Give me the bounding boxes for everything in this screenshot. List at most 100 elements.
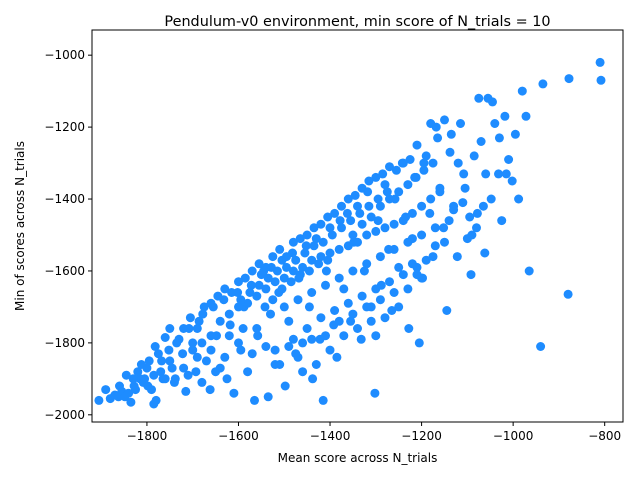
data-point xyxy=(405,155,415,164)
data-point xyxy=(298,338,308,348)
data-point xyxy=(314,259,324,269)
y-tick-label: −1800 xyxy=(44,336,85,350)
data-point xyxy=(538,79,548,89)
data-point xyxy=(371,284,381,294)
data-point xyxy=(266,309,275,319)
data-point xyxy=(286,277,296,287)
data-point xyxy=(238,324,248,333)
data-point xyxy=(288,237,298,247)
data-point xyxy=(375,295,385,305)
data-point xyxy=(323,212,333,222)
data-point xyxy=(417,273,427,283)
data-point xyxy=(253,331,263,341)
data-point xyxy=(234,302,243,312)
data-point xyxy=(456,119,465,128)
data-point xyxy=(284,342,294,351)
data-point xyxy=(131,385,140,395)
data-point xyxy=(536,342,546,351)
data-point xyxy=(435,187,445,197)
data-point xyxy=(476,137,486,146)
data-point xyxy=(151,395,161,405)
x-axis-ticks: −1800 −1600 −1400 −1200 −1000 −800 xyxy=(127,422,621,443)
data-point xyxy=(521,111,531,121)
data-point xyxy=(279,273,289,283)
data-point xyxy=(449,205,459,215)
data-point xyxy=(321,266,331,276)
data-point xyxy=(356,334,366,344)
data-point xyxy=(359,266,369,276)
data-point xyxy=(188,338,198,348)
chart-title: Pendulum-v0 environment, min score of N_… xyxy=(164,14,550,30)
data-point xyxy=(371,226,381,236)
data-point xyxy=(215,316,225,326)
data-point xyxy=(504,155,514,164)
data-point xyxy=(225,320,235,330)
data-point xyxy=(268,252,278,262)
data-point xyxy=(316,313,326,323)
y-tick-label: −1200 xyxy=(44,120,85,134)
data-point xyxy=(128,374,138,384)
data-point xyxy=(348,230,358,240)
data-point xyxy=(247,349,257,359)
y-axis-ticks: −2000 −1800 −1600 −1400 −1200 −1000 xyxy=(44,48,92,422)
data-point xyxy=(465,212,475,222)
data-point xyxy=(323,255,333,265)
data-point xyxy=(332,352,342,362)
data-point xyxy=(321,331,330,341)
data-point xyxy=(334,273,344,283)
data-point xyxy=(407,259,417,269)
data-point xyxy=(564,74,574,84)
data-point xyxy=(478,201,488,211)
data-point xyxy=(353,201,362,211)
data-point xyxy=(488,97,497,107)
data-point xyxy=(181,386,191,396)
data-point xyxy=(474,93,484,103)
data-point xyxy=(307,255,317,265)
data-point xyxy=(348,309,358,319)
data-point xyxy=(179,363,189,373)
data-point xyxy=(335,216,345,226)
data-points xyxy=(94,57,606,409)
data-point xyxy=(229,388,239,398)
data-point xyxy=(302,324,312,333)
data-point xyxy=(156,367,166,377)
data-point xyxy=(417,201,427,211)
data-point xyxy=(284,316,294,326)
data-point xyxy=(318,237,328,247)
data-point xyxy=(183,370,193,380)
data-point xyxy=(524,266,534,276)
data-point xyxy=(252,324,262,333)
data-point xyxy=(302,230,312,240)
data-point xyxy=(500,111,510,121)
data-point xyxy=(165,324,175,333)
data-point xyxy=(467,230,477,240)
data-point xyxy=(243,367,253,377)
plot-frame xyxy=(91,29,624,423)
data-point xyxy=(227,288,237,297)
data-point xyxy=(206,298,216,308)
data-point xyxy=(197,338,207,348)
data-point xyxy=(307,288,317,297)
data-point xyxy=(343,194,353,204)
data-point xyxy=(334,316,344,326)
data-point xyxy=(318,395,328,405)
data-point xyxy=(343,298,353,308)
data-point xyxy=(126,397,136,407)
data-point xyxy=(293,295,303,305)
data-point xyxy=(143,381,153,391)
data-point xyxy=(337,201,346,211)
data-point xyxy=(199,302,209,312)
data-point xyxy=(311,234,321,244)
data-point xyxy=(446,129,456,139)
data-point xyxy=(293,352,303,362)
data-point xyxy=(353,237,362,247)
data-point xyxy=(490,119,500,128)
data-point xyxy=(164,345,174,355)
data-point xyxy=(144,356,154,366)
data-point xyxy=(291,255,301,265)
data-point xyxy=(357,183,367,193)
data-point xyxy=(205,385,215,395)
data-point xyxy=(459,169,469,179)
data-point xyxy=(343,241,353,251)
data-point xyxy=(426,119,436,128)
